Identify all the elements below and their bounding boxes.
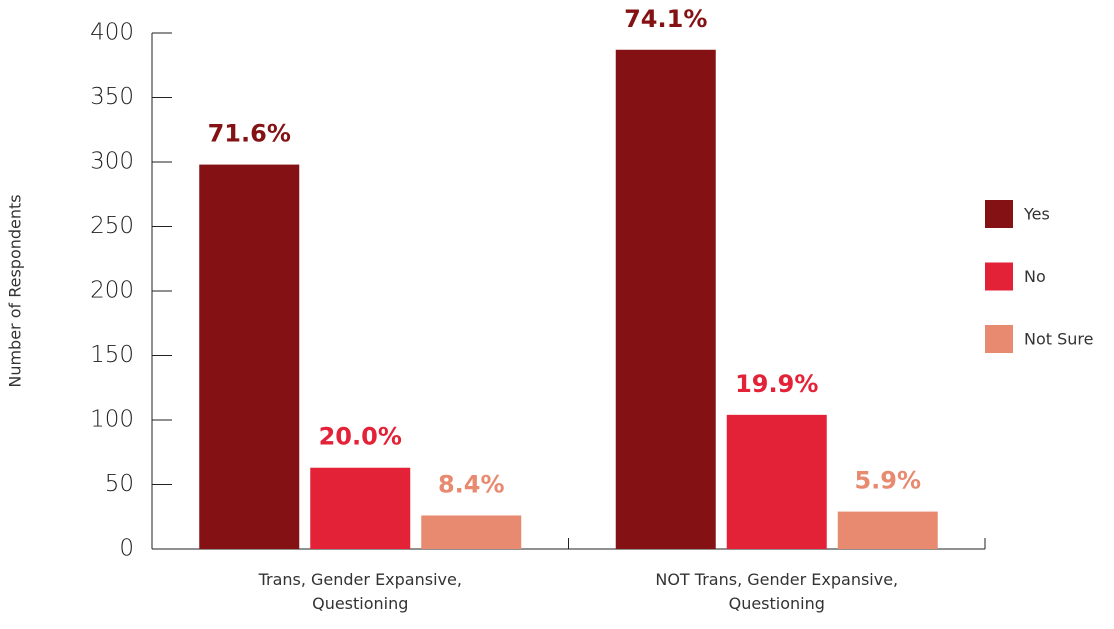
legend-swatch (985, 262, 1013, 291)
y-tick-label: 300 (90, 149, 134, 175)
data-label: 74.1% (624, 5, 707, 33)
data-label: 19.9% (735, 370, 818, 398)
bar (199, 164, 300, 549)
legend-label: No (1024, 267, 1046, 286)
y-tick-label: 200 (90, 278, 134, 304)
data-label: 71.6% (208, 120, 291, 148)
legend-label: Yes (1023, 205, 1050, 224)
y-tick-label: 250 (90, 213, 134, 239)
y-tick-label: 400 (90, 20, 134, 46)
y-tick-label: 100 (90, 407, 134, 433)
data-label: 5.9% (854, 467, 921, 495)
bar (615, 49, 716, 550)
bar (837, 511, 938, 549)
y-axis-label: Number of Respondents (6, 194, 25, 387)
bar (310, 467, 411, 549)
legend-label: Not Sure (1024, 330, 1093, 349)
y-tick-label: 0 (119, 536, 134, 562)
legend-swatch (985, 325, 1013, 353)
bar (726, 414, 827, 549)
data-label: 20.0% (319, 423, 402, 451)
legend-swatch (985, 200, 1013, 228)
y-tick-label: 350 (90, 84, 134, 110)
y-tick-label: 150 (90, 342, 134, 368)
bar (421, 515, 522, 549)
x-tick-label: Trans, Gender Expansive, Questioning (258, 570, 462, 613)
data-label: 8.4% (438, 470, 505, 498)
y-tick-label: 50 (105, 471, 134, 497)
x-tick-label: NOT Trans, Gender Expansive, Questioning (655, 570, 899, 613)
